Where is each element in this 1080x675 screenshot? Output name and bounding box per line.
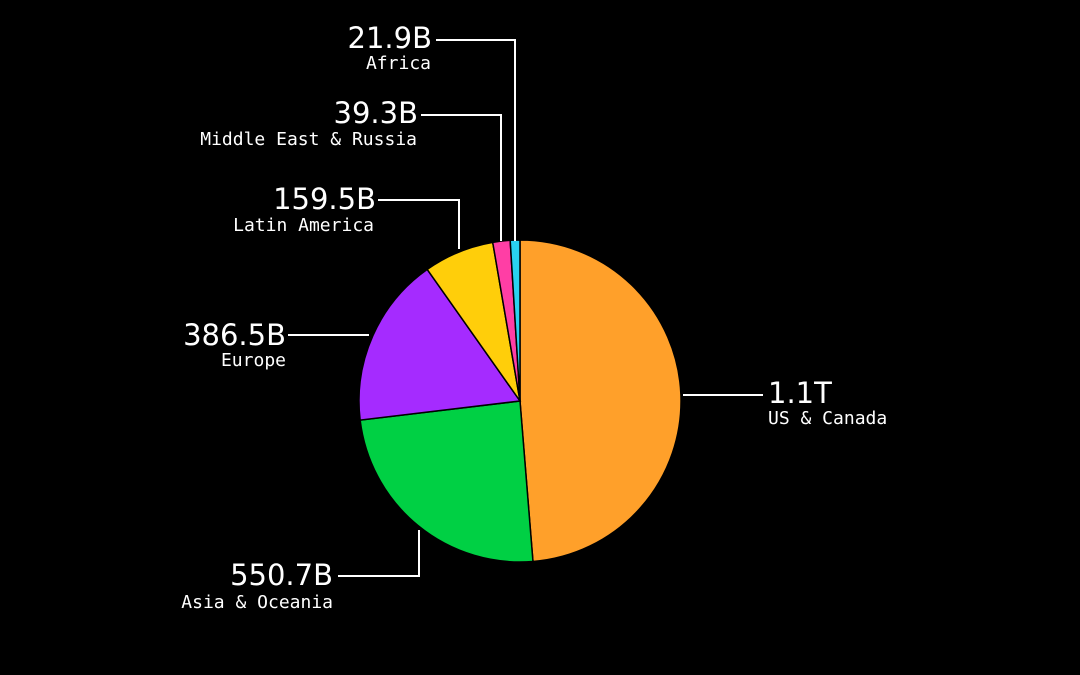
slice-name-label: US & Canada	[768, 408, 887, 429]
pie-slice-asia-oceania	[359, 400, 534, 563]
slice-value-label: 386.5B	[183, 318, 286, 352]
slice-name-label: Africa	[366, 53, 431, 74]
slice-name-label: Middle East & Russia	[200, 129, 417, 150]
pie-slice-europe	[358, 268, 522, 421]
slice-value-label: 550.7B	[230, 558, 333, 592]
leader-line	[378, 199, 460, 249]
leader-line	[338, 530, 420, 577]
slice-name-label: Latin America	[233, 215, 374, 236]
slice-name-label: Europe	[221, 350, 286, 371]
slice-value-label: 1.1T	[768, 376, 832, 410]
leader-line	[421, 114, 502, 241]
slice-name-label: Asia & Oceania	[181, 592, 333, 613]
pie-slice-us-canada	[519, 239, 682, 563]
leader-lines	[288, 39, 763, 577]
leader-line	[436, 39, 516, 241]
slice-value-label: 21.9B	[348, 21, 432, 55]
slice-value-label: 159.5B	[273, 182, 376, 216]
pie-slices	[358, 239, 682, 563]
slice-value-label: 39.3B	[334, 96, 418, 130]
